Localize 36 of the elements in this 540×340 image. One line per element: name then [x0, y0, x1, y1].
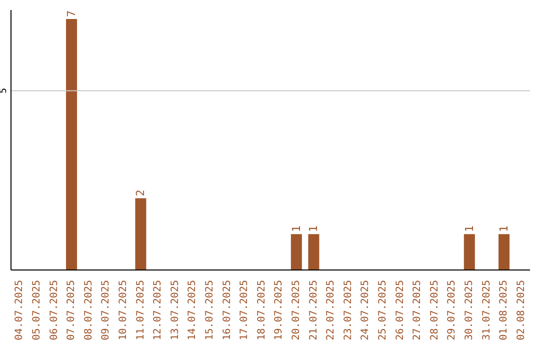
x-tick-label: 20.07.2025: [290, 280, 302, 340]
data-label: 1: [290, 226, 303, 232]
x-tick-label: 23.07.2025: [342, 280, 354, 340]
x-tick-label: 11.07.2025: [135, 280, 146, 340]
x-tick-label: 15.07.2025: [204, 280, 216, 340]
x-tick-label: 14.07.2025: [187, 280, 198, 340]
x-tick-label: 12.07.2025: [152, 280, 164, 340]
x-tick-label: 04.07.2025: [14, 280, 26, 340]
x-tick-label: 24.07.2025: [360, 280, 372, 340]
x-tick-label: 08.07.2025: [83, 280, 94, 340]
x-tick-label: 05.07.2025: [31, 280, 42, 340]
x-tick-label: 17.07.2025: [239, 280, 250, 340]
x-tick-label: 27.07.2025: [412, 280, 424, 340]
x-tick-label: 07.07.2025: [66, 280, 78, 340]
x-tick-label: 21.07.2025: [308, 280, 320, 340]
x-tick-label: 09.07.2025: [100, 280, 112, 340]
x-tick-label: 01.08.2025: [498, 280, 510, 340]
data-label: 7: [65, 10, 78, 17]
data-label: 2: [134, 190, 148, 196]
x-tick-label: 25.07.2025: [377, 280, 388, 340]
x-tick-label: 06.07.2025: [48, 280, 60, 340]
x-tick-label: 28.07.2025: [429, 280, 440, 340]
x-tick-label: 19.07.2025: [274, 280, 285, 340]
x-tick-label: 13.07.2025: [170, 280, 181, 340]
x-tick-label: 02.08.2025: [516, 280, 527, 340]
x-tick-label: 22.07.2025: [326, 280, 337, 340]
x-tick-label: 18.07.2025: [256, 280, 268, 340]
data-label: 1: [307, 226, 320, 232]
x-tick-label: 26.07.2025: [394, 280, 406, 340]
x-tick-label: 30.07.2025: [464, 280, 475, 340]
x-tick-label: 10.07.2025: [118, 280, 129, 340]
data-label: 1: [498, 226, 511, 232]
x-tick-label: 31.07.2025: [481, 280, 492, 340]
data-label: 1: [462, 226, 476, 232]
x-tick-label: 29.07.2025: [446, 280, 458, 340]
x-tick-label: 16.07.2025: [222, 280, 233, 340]
